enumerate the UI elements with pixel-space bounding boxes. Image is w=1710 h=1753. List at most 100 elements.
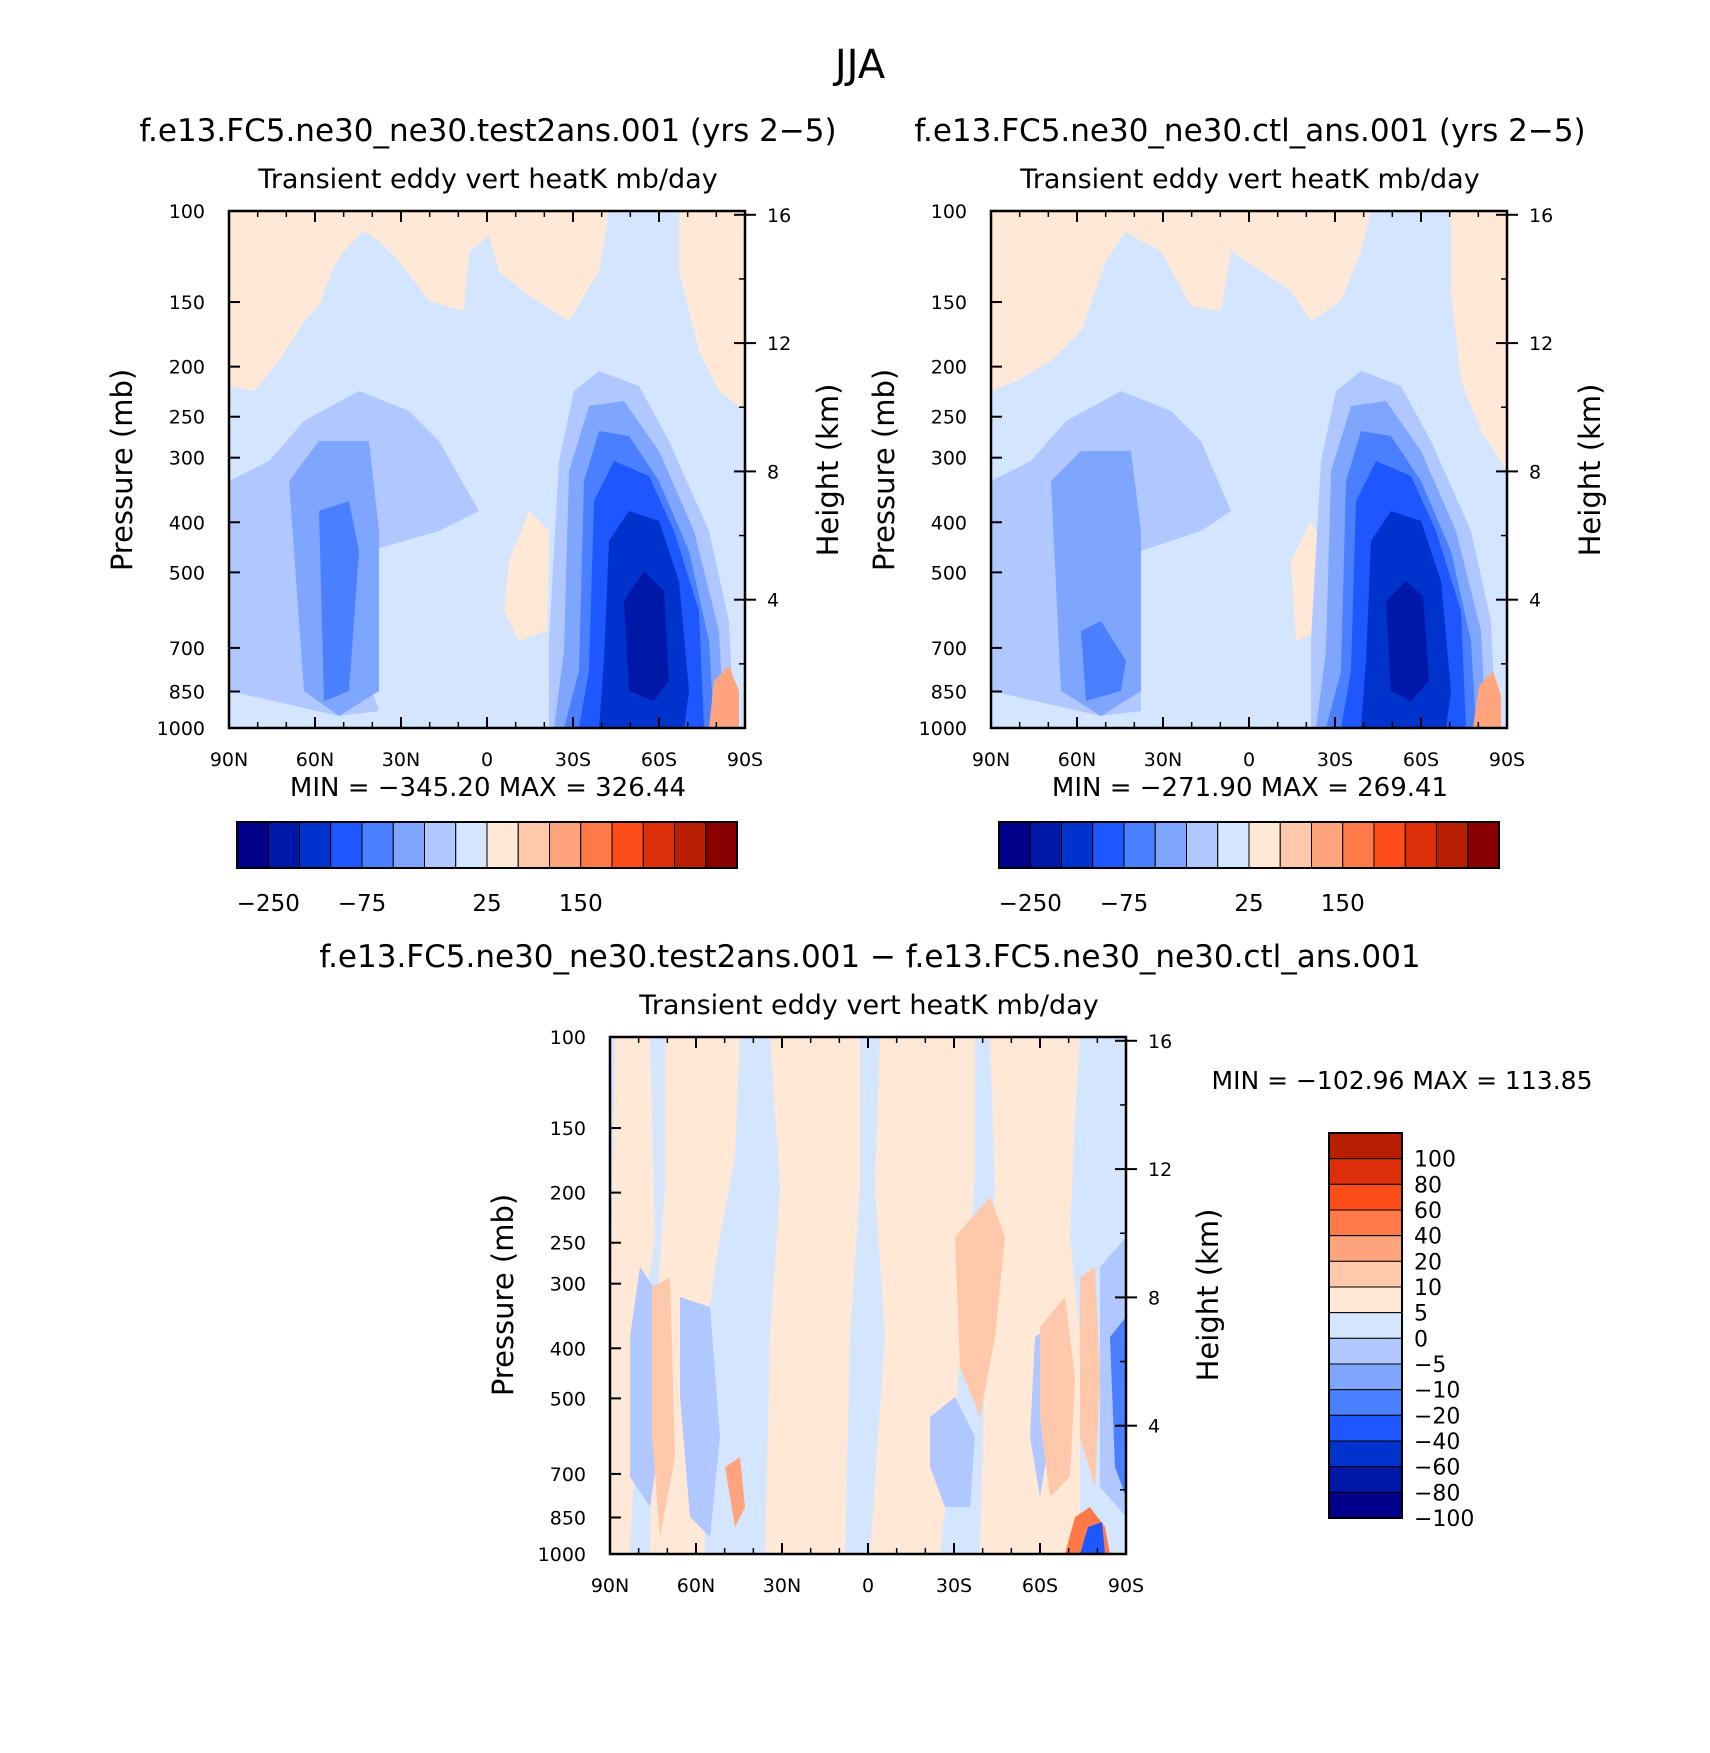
colorbar-box	[330, 821, 363, 869]
figure-title: JJA	[832, 42, 886, 88]
subtitle: Transient eddy vert heatK mb/day	[1019, 164, 1479, 195]
y-right-tick-label: 16	[1529, 205, 1553, 227]
contour-pos-blob	[652, 1277, 675, 1537]
contour-positive-mid	[504, 511, 549, 641]
y-tick-label: 200	[169, 357, 205, 379]
colorbar-label: −20	[1414, 1404, 1460, 1429]
colorbar-box	[1328, 1209, 1403, 1237]
contour-positive-top	[229, 211, 609, 391]
y-right-tick-label: 4	[1148, 1416, 1160, 1438]
y-tick-label: 150	[550, 1118, 586, 1140]
colorbar-box	[1154, 821, 1187, 869]
colorbar-label: −75	[1100, 891, 1149, 917]
panel-diff: f.e13.FC5.ne30_ne30.test2ans.001 − f.e13…	[319, 939, 1592, 1597]
contour-pos-blob	[1080, 1267, 1100, 1487]
colorbar-box	[1123, 821, 1156, 869]
y-tick-label: 200	[550, 1183, 586, 1205]
stats-label: MIN = −102.96 MAX = 113.85	[1212, 1066, 1593, 1095]
colorbar-label: −40	[1414, 1430, 1460, 1455]
y-right-tick-label: 8	[1529, 461, 1541, 483]
x-tick-label: 60N	[296, 749, 334, 771]
case-title: f.e13.FC5.ne30_ne30.test2ans.001 − f.e13…	[319, 939, 1420, 975]
y-tick-label: 1000	[538, 1544, 586, 1566]
colorbar-box	[1328, 1286, 1403, 1314]
contour-pos-band	[610, 1037, 655, 1554]
y-tick-label: 400	[931, 512, 967, 534]
colorbar-box	[642, 821, 675, 869]
colorbar-label: −80	[1414, 1481, 1460, 1506]
ylabel: Pressure (mb)	[867, 369, 901, 571]
colorbar-box	[1436, 821, 1469, 869]
contour-ring-3	[1081, 621, 1126, 701]
colorbar: −250 −75 25 150	[236, 821, 738, 917]
colorbar-box	[1328, 1260, 1403, 1288]
colorbar-box	[1328, 1158, 1403, 1185]
ylabel: Pressure (mb)	[105, 369, 139, 571]
y-tick-label: 100	[550, 1027, 586, 1049]
y-tick-label: 1000	[157, 718, 205, 740]
y-tick-label: 700	[169, 638, 205, 660]
contour-pos-band	[765, 1037, 860, 1554]
case-title: f.e13.FC5.ne30_ne30.ctl_ans.001 (yrs 2−5…	[914, 113, 1585, 149]
ylabel-right: Height (km)	[1191, 1209, 1225, 1382]
colorbar-box	[1404, 821, 1437, 869]
x-tick-label: 30N	[1144, 749, 1182, 771]
subtitle: Transient eddy vert heatK mb/day	[257, 164, 717, 195]
x-tick-label: 60S	[641, 749, 677, 771]
colorbar-label: 5	[1414, 1302, 1428, 1327]
x-tick-label: 90S	[1108, 1575, 1144, 1597]
colorbar-box	[1328, 1235, 1403, 1262]
colorbar-box	[267, 821, 300, 869]
colorbar-box	[1328, 1414, 1403, 1442]
y-right-tick-label: 12	[767, 333, 791, 355]
colorbar-label: −75	[338, 891, 387, 917]
y-right-tick-label: 16	[1148, 1031, 1172, 1053]
ylabel-right: Height (km)	[811, 384, 845, 557]
colorbar-box	[1217, 821, 1250, 869]
colorbar-label: 100	[1414, 1148, 1456, 1173]
contour-ring-3	[319, 501, 359, 701]
y-tick-label: 300	[550, 1274, 586, 1296]
x-tick-label: 30N	[382, 749, 420, 771]
colorbar-label: 40	[1414, 1225, 1442, 1250]
y-tick-label: 400	[169, 512, 205, 534]
contour-positive-right	[679, 211, 745, 411]
colorbar-label: 25	[1234, 891, 1263, 917]
colorbar-box	[1328, 1363, 1403, 1391]
y-tick-label: 100	[169, 201, 205, 223]
stats-label: MIN = −345.20 MAX = 326.44	[290, 773, 686, 803]
x-tick-label: 30N	[763, 1575, 801, 1597]
colorbar-box	[299, 821, 332, 869]
y-tick-label: 300	[931, 448, 967, 470]
y-right-tick-label: 8	[767, 461, 779, 483]
colorbar-box	[517, 821, 550, 869]
panel-ctl: f.e13.FC5.ne30_ne30.ctl_ans.001 (yrs 2−5…	[867, 113, 1607, 917]
colorbar-box	[1328, 1312, 1403, 1339]
y-tick-label: 500	[169, 562, 205, 584]
colorbar-box	[1342, 821, 1375, 869]
contour-neg-blob	[680, 1297, 720, 1537]
colorbar-label: 20	[1414, 1250, 1442, 1275]
y-tick-label: 1000	[919, 718, 967, 740]
colorbar-label: 0	[1414, 1327, 1428, 1352]
y-tick-label: 700	[931, 638, 967, 660]
y-tick-label: 100	[931, 201, 967, 223]
colorbar-label: −5	[1414, 1353, 1446, 1378]
y-tick-label: 150	[931, 292, 967, 314]
y-tick-label: 250	[550, 1233, 586, 1255]
colorbar-label: −100	[1414, 1507, 1474, 1532]
y-tick-label: 500	[550, 1388, 586, 1410]
x-tick-label: 90N	[210, 749, 248, 771]
panel-test: f.e13.FC5.ne30_ne30.test2ans.001 (yrs 2−…	[105, 113, 845, 917]
colorbar-box	[424, 821, 457, 869]
y-tick-label: 700	[550, 1464, 586, 1486]
stats-label: MIN = −271.90 MAX = 269.41	[1052, 773, 1448, 803]
y-tick-label: 400	[550, 1338, 586, 1360]
colorbar-box	[1467, 821, 1500, 869]
colorbar-box	[1279, 821, 1312, 869]
colorbar-box	[486, 821, 519, 869]
colorbar-box	[1328, 1132, 1403, 1160]
colorbar-box	[705, 821, 738, 869]
x-tick-label: 60S	[1403, 749, 1439, 771]
colorbar-box	[455, 821, 488, 869]
